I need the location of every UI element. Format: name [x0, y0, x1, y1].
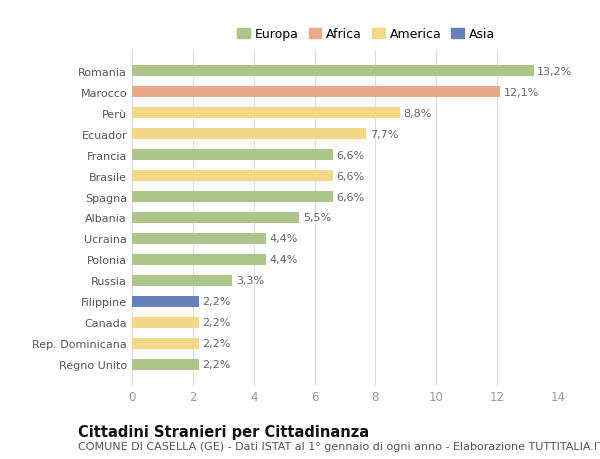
- Bar: [132, 359, 199, 370]
- Bar: [132, 87, 500, 98]
- Bar: [132, 338, 199, 349]
- Text: 6,6%: 6,6%: [337, 150, 365, 160]
- Bar: [132, 170, 333, 182]
- Bar: [132, 212, 299, 224]
- Bar: [132, 66, 533, 77]
- Bar: [132, 150, 333, 161]
- Bar: [132, 275, 232, 286]
- Text: Cittadini Stranieri per Cittadinanza: Cittadini Stranieri per Cittadinanza: [78, 425, 369, 440]
- Text: COMUNE DI CASELLA (GE) - Dati ISTAT al 1° gennaio di ogni anno - Elaborazione TU: COMUNE DI CASELLA (GE) - Dati ISTAT al 1…: [78, 441, 600, 451]
- Bar: [132, 233, 266, 245]
- Bar: [132, 254, 266, 266]
- Text: 2,2%: 2,2%: [203, 359, 231, 369]
- Text: 4,4%: 4,4%: [269, 255, 298, 265]
- Text: 2,2%: 2,2%: [203, 318, 231, 328]
- Bar: [132, 129, 366, 140]
- Text: 3,3%: 3,3%: [236, 276, 264, 286]
- Text: 8,8%: 8,8%: [403, 108, 432, 118]
- Text: 5,5%: 5,5%: [303, 213, 331, 223]
- Text: 2,2%: 2,2%: [203, 297, 231, 307]
- Text: 13,2%: 13,2%: [538, 67, 572, 77]
- Text: 4,4%: 4,4%: [269, 234, 298, 244]
- Text: 7,7%: 7,7%: [370, 129, 398, 139]
- Bar: [132, 107, 400, 119]
- Bar: [132, 317, 199, 329]
- Text: 6,6%: 6,6%: [337, 171, 365, 181]
- Text: 2,2%: 2,2%: [203, 339, 231, 349]
- Legend: Europa, Africa, America, Asia: Europa, Africa, America, Asia: [232, 23, 500, 46]
- Text: 12,1%: 12,1%: [504, 87, 539, 97]
- Text: 6,6%: 6,6%: [337, 192, 365, 202]
- Bar: [132, 191, 333, 203]
- Bar: [132, 296, 199, 308]
